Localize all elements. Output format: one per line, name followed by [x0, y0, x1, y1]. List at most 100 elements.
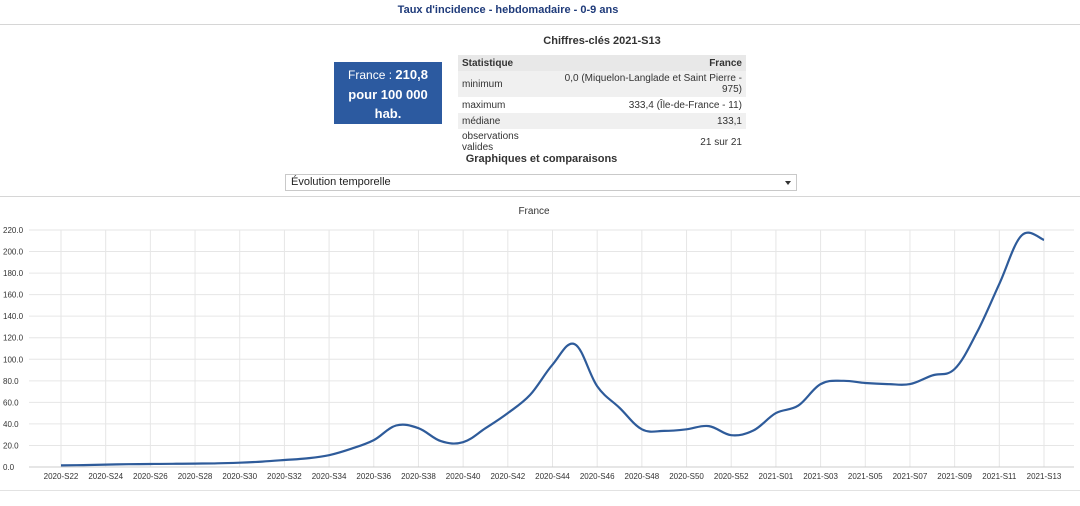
- data-point: [1043, 239, 1045, 241]
- data-point: [953, 368, 955, 370]
- x-tick-label: 2020-S34: [312, 472, 347, 481]
- y-tick-label: 180.0: [3, 269, 24, 278]
- data-point: [931, 374, 933, 376]
- x-tick-label: 2020-S38: [401, 472, 436, 481]
- table-row: maximum 333,4 (Île-de-France - 11): [458, 97, 746, 113]
- stats-header-france: France: [553, 55, 746, 71]
- data-point: [842, 380, 844, 382]
- kpi-value: 210,8: [395, 67, 428, 82]
- divider-middle: [0, 196, 1080, 197]
- y-tick-label: 140.0: [3, 312, 24, 321]
- line-chart: 0.0 20.0 40.0 60.0 80.0 100.0 120.0 140.0 160.0 1…: [3, 226, 1074, 481]
- stats-label: médiane: [458, 113, 554, 129]
- kpi-line-1: France : 210,8: [334, 65, 442, 85]
- series-line-france: [60, 231, 1045, 467]
- table-row: médiane 133,1: [458, 113, 746, 129]
- data-point: [484, 427, 486, 429]
- kpi-line-3: hab.: [374, 106, 402, 121]
- x-tick-label: 2020-S26: [133, 472, 168, 481]
- data-point: [104, 463, 106, 465]
- data-point: [909, 383, 911, 385]
- kpi-line-2: pour 100 000: [348, 87, 428, 102]
- data-point: [685, 428, 687, 430]
- stats-label: minimum: [458, 71, 554, 97]
- kpi-box: France : 210,8 pour 100 000 hab.: [334, 62, 442, 124]
- data-point: [373, 439, 375, 441]
- data-point: [529, 394, 531, 396]
- data-point: [752, 429, 754, 431]
- x-tick-label: 2020-S50: [669, 472, 704, 481]
- comparisons-title: Graphiques et comparaisons: [465, 153, 618, 165]
- x-tick-label: 2020-S32: [267, 472, 302, 481]
- chart-type-select[interactable]: Évolution temporelle: [285, 174, 797, 191]
- table-row: observations valides 21 sur 21: [458, 129, 746, 155]
- data-point: [149, 463, 151, 465]
- stats-label: maximum: [462, 99, 506, 111]
- data-point: [998, 283, 1000, 285]
- data-point: [261, 460, 263, 462]
- data-point: [283, 459, 285, 461]
- stats-header-statistique: Statistique: [458, 55, 554, 71]
- x-tick-label: 2020-S46: [580, 472, 615, 481]
- stats-value: 133,1: [553, 113, 746, 129]
- data-point: [797, 404, 799, 406]
- chart-title: France: [518, 206, 550, 217]
- y-tick-label: 20.0: [3, 441, 19, 450]
- y-tick-label: 60.0: [3, 398, 19, 407]
- data-point: [641, 428, 643, 430]
- divider-top: [0, 24, 1080, 25]
- x-tick-label: 2020-S42: [490, 472, 525, 481]
- data-point: [60, 464, 62, 466]
- divider-bottom: [0, 490, 1080, 491]
- stats-value: 21 sur 21: [700, 136, 742, 148]
- data-point: [551, 363, 553, 365]
- y-tick-label: 200.0: [3, 248, 24, 257]
- x-tick-label: 2020-S40: [446, 472, 481, 481]
- data-point: [708, 425, 710, 427]
- y-tick-label: 40.0: [3, 420, 19, 429]
- data-point: [395, 424, 397, 426]
- data-point: [730, 434, 732, 436]
- y-tick-label: 120.0: [3, 334, 24, 343]
- x-tick-label: 2021-S03: [803, 472, 838, 481]
- x-tick-label: 2021-S07: [893, 472, 928, 481]
- y-tick-label: 100.0: [3, 355, 24, 364]
- data-point: [976, 331, 978, 333]
- data-point: [82, 464, 84, 466]
- data-point: [440, 440, 442, 442]
- stats-value: 333,4 (Île-de-France - 11): [628, 99, 742, 111]
- x-tick-label: 2021-S09: [937, 472, 972, 481]
- data-point: [350, 447, 352, 449]
- chart-type-select-value: Évolution temporelle: [291, 176, 391, 188]
- data-point: [596, 385, 598, 387]
- table-row: minimum 0,0 (Miquelon-Langlade et Saint …: [458, 71, 746, 97]
- data-point: [216, 462, 218, 464]
- data-point: [819, 383, 821, 385]
- x-tick-label: 2020-S24: [88, 472, 123, 481]
- data-point: [574, 343, 576, 345]
- data-point: [462, 441, 464, 443]
- x-tick-label: 2020-S30: [222, 472, 257, 481]
- data-point: [507, 412, 509, 414]
- x-tick-label: 2020-S44: [535, 472, 570, 481]
- y-tick-label: 80.0: [3, 377, 19, 386]
- data-point: [127, 463, 129, 465]
- x-tick-label: 2020-S52: [714, 472, 749, 481]
- stats-header-row: Statistique France: [458, 55, 746, 71]
- x-tick-label: 2020-S28: [178, 472, 213, 481]
- data-point: [417, 427, 419, 429]
- data-point: [172, 463, 174, 465]
- data-point: [775, 412, 777, 414]
- x-tick-label: 2020-S22: [44, 472, 79, 481]
- data-point: [663, 430, 665, 432]
- stats-title: Chiffres-clés 2021-S13: [543, 35, 661, 47]
- x-tick-label: 2020-S48: [625, 472, 660, 481]
- data-point: [239, 461, 241, 463]
- data-point: [328, 454, 330, 456]
- y-tick-label: 220.0: [3, 226, 24, 235]
- y-tick-label: 160.0: [3, 291, 24, 300]
- data-point: [1020, 234, 1022, 236]
- x-tick-label: 2021-S01: [759, 472, 794, 481]
- stats-table: Statistique France minimum 0,0 (Miquelon…: [458, 55, 746, 155]
- kpi-prefix: France :: [348, 68, 396, 82]
